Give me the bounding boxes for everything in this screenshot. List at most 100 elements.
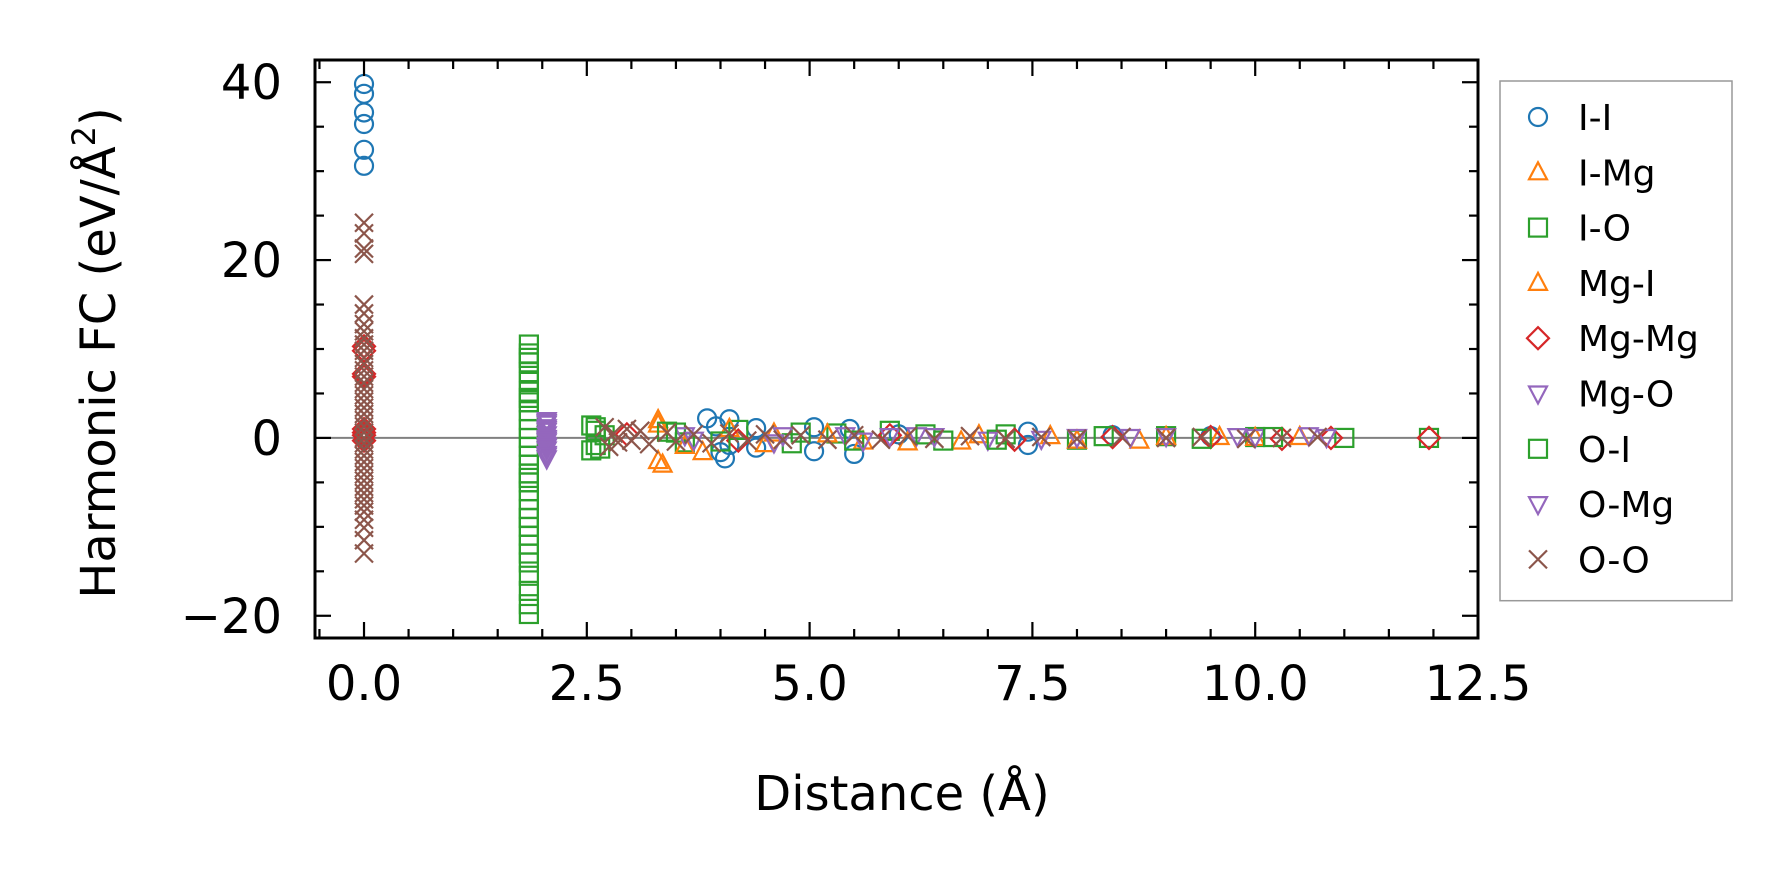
data-point bbox=[354, 314, 374, 334]
data-point bbox=[852, 432, 874, 453]
data-point bbox=[1191, 427, 1212, 447]
data-point bbox=[1318, 425, 1344, 451]
data-point bbox=[790, 422, 811, 443]
data-point bbox=[1111, 427, 1132, 447]
series-O-O bbox=[354, 212, 1328, 564]
data-point bbox=[353, 155, 375, 176]
plot-frame bbox=[313, 58, 1480, 640]
data-point bbox=[995, 429, 1016, 449]
data-point bbox=[1208, 424, 1231, 446]
legend-label: I-I bbox=[1578, 98, 1612, 139]
legend-marker bbox=[1527, 106, 1549, 128]
y-tick-label: 20 bbox=[221, 233, 282, 289]
y-axis-title-superscript: 2 bbox=[65, 126, 103, 146]
tick-labels: 0.0 2.5 5.0 7.5 10.0 12.5 −20 0 20 40 bbox=[181, 55, 1532, 712]
data-point bbox=[1269, 426, 1295, 452]
data-point bbox=[535, 431, 558, 453]
legend-marker bbox=[1527, 496, 1549, 517]
legend-marker bbox=[1527, 217, 1549, 238]
data-point bbox=[656, 421, 678, 442]
data-point bbox=[1031, 427, 1052, 447]
data-point bbox=[1093, 426, 1114, 447]
x-tick-label: 0.0 bbox=[326, 656, 402, 712]
data-point bbox=[923, 428, 946, 449]
legend-label: I-O bbox=[1578, 209, 1631, 250]
data-point bbox=[1236, 429, 1257, 449]
data-point bbox=[518, 507, 539, 529]
data-point bbox=[594, 417, 615, 438]
data-point bbox=[691, 439, 714, 461]
data-point bbox=[651, 452, 674, 473]
data-point bbox=[518, 580, 539, 601]
data-point bbox=[1100, 424, 1126, 450]
data-point bbox=[535, 420, 558, 442]
data-point bbox=[1334, 427, 1355, 449]
legend-entry: I-O bbox=[1527, 209, 1631, 250]
legend-entry: I-I bbox=[1527, 98, 1612, 139]
data-points bbox=[351, 73, 1442, 625]
data-point bbox=[1307, 427, 1328, 447]
y-tick-label: 40 bbox=[221, 55, 282, 111]
data-point bbox=[924, 429, 945, 449]
data-point bbox=[728, 419, 749, 441]
legend-marker bbox=[1527, 270, 1549, 291]
data-point bbox=[701, 433, 722, 454]
data-point bbox=[803, 441, 825, 462]
y-axis-title-main: Harmonic FC (eV/Å bbox=[70, 146, 127, 599]
data-point bbox=[710, 431, 731, 452]
data-point bbox=[354, 294, 374, 315]
data-point bbox=[1067, 429, 1087, 449]
data-point bbox=[737, 430, 758, 451]
plot-area bbox=[315, 60, 1478, 638]
data-point bbox=[518, 552, 539, 573]
x-tick-label: 12.5 bbox=[1425, 656, 1532, 712]
data-point bbox=[1418, 427, 1440, 449]
y-tick-label: −20 bbox=[181, 589, 282, 645]
data-point bbox=[1119, 428, 1142, 450]
legend-marker bbox=[1528, 549, 1548, 570]
data-point bbox=[630, 421, 651, 441]
data-point bbox=[1191, 428, 1212, 449]
data-point bbox=[666, 431, 686, 452]
x-axis-title: Distance (Å) bbox=[754, 765, 1049, 822]
x-tick-label: 7.5 bbox=[994, 656, 1070, 712]
data-point bbox=[353, 102, 375, 123]
legend-label: Mg-Mg bbox=[1578, 319, 1699, 360]
data-point bbox=[353, 113, 375, 135]
data-point bbox=[1156, 428, 1176, 448]
data-point bbox=[353, 139, 375, 160]
data-point bbox=[1226, 428, 1249, 449]
data-point bbox=[535, 447, 558, 469]
legend-entry: Mg-O bbox=[1527, 375, 1674, 416]
legend-label: Mg-O bbox=[1578, 375, 1674, 416]
data-point bbox=[773, 429, 793, 450]
legend-entry: O-I bbox=[1527, 430, 1631, 471]
data-point bbox=[763, 421, 785, 442]
data-point bbox=[535, 413, 558, 435]
y-axis-title: Harmonic FC (eV/Å2) bbox=[65, 107, 127, 599]
data-point bbox=[897, 426, 918, 446]
legend-marker bbox=[1527, 385, 1549, 406]
axes-frame bbox=[313, 58, 1480, 640]
data-point bbox=[683, 424, 704, 445]
plot-background bbox=[315, 60, 1478, 638]
data-point bbox=[844, 443, 865, 465]
data-point bbox=[354, 244, 374, 264]
data-point bbox=[590, 438, 611, 459]
legend-label: I-Mg bbox=[1578, 153, 1656, 194]
data-point bbox=[960, 426, 980, 446]
data-point bbox=[915, 424, 936, 445]
data-point bbox=[746, 437, 767, 458]
legend-entry: I-Mg bbox=[1527, 153, 1656, 194]
x-tick-label: 10.0 bbox=[1202, 656, 1309, 712]
legend: I-I I-Mg I-O Mg-I Mg-Mg Mg-O O-I O-Mg O-O bbox=[1499, 80, 1733, 602]
data-point bbox=[518, 387, 539, 409]
data-point bbox=[844, 430, 865, 451]
data-point bbox=[725, 428, 751, 454]
data-point bbox=[518, 347, 539, 368]
data-point bbox=[1155, 428, 1177, 449]
data-point bbox=[871, 429, 891, 450]
legend-marker bbox=[1527, 438, 1549, 459]
data-point bbox=[354, 501, 374, 522]
